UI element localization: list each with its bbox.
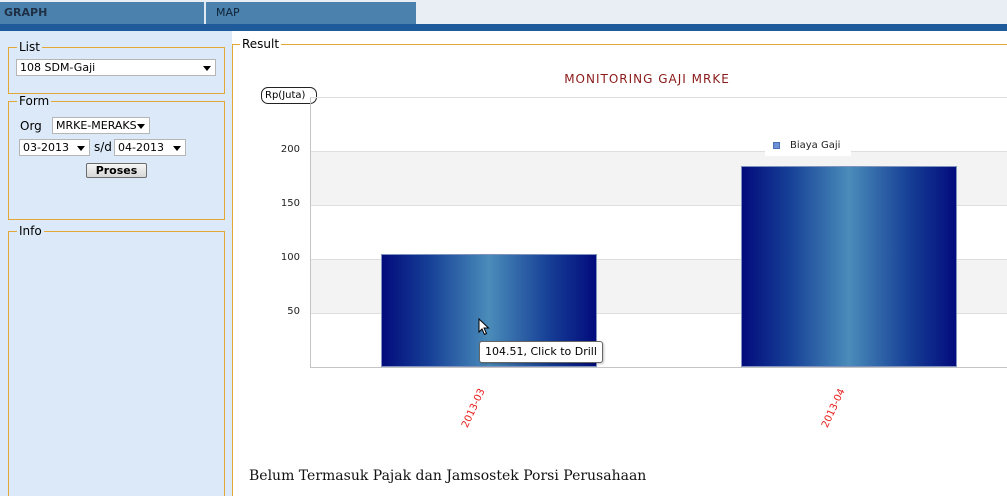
form-legend: Form xyxy=(19,94,50,108)
tab-underline-bar xyxy=(0,24,1007,31)
y-tick-label: 100 xyxy=(280,252,300,263)
proses-button[interactable]: Proses xyxy=(86,163,147,178)
tab-bar: GRAPH MAP xyxy=(0,0,1007,24)
period-separator-label: s/d xyxy=(94,140,112,154)
list-group: List xyxy=(8,40,225,94)
y-tick-label: 50 xyxy=(287,306,300,317)
y-gridline xyxy=(310,97,1007,98)
tab-graph[interactable]: GRAPH xyxy=(0,2,204,24)
list-select-value: 108 SDM-Gaji xyxy=(20,61,96,74)
left-panel: List 108 SDM-Gaji Form Org MRKE-MERAKS 0… xyxy=(0,31,232,496)
tab-divider xyxy=(204,2,206,24)
info-legend: Info xyxy=(19,224,42,238)
legend-swatch xyxy=(773,142,780,149)
list-legend: List xyxy=(19,40,40,54)
y-axis-unit-label: Rp(Juta) xyxy=(261,87,317,104)
y-gridline xyxy=(310,205,1007,206)
mouse-pointer-icon xyxy=(478,318,490,336)
chevron-down-icon xyxy=(77,146,85,151)
chart-bar xyxy=(741,166,957,367)
y-gridline xyxy=(310,259,1007,260)
period-from-value: 03-2013 xyxy=(23,141,69,154)
form-group: Form xyxy=(8,94,225,220)
y-tick-label: 200 xyxy=(280,144,300,155)
x-axis-line xyxy=(310,367,1007,368)
period-to-select[interactable]: 04-2013 xyxy=(114,139,186,156)
bar-tooltip: 104.51, Click to Drill xyxy=(479,341,603,363)
y-tick-label: 150 xyxy=(280,198,300,209)
period-from-select[interactable]: 03-2013 xyxy=(19,139,90,156)
chevron-down-icon xyxy=(137,124,145,129)
info-group: Info xyxy=(8,224,225,496)
chevron-down-icon xyxy=(173,146,181,151)
list-select[interactable]: 108 SDM-Gaji xyxy=(16,59,216,76)
org-select[interactable]: MRKE-MERAKS xyxy=(52,117,150,134)
y-gridline xyxy=(310,313,1007,314)
chevron-down-icon xyxy=(203,66,211,71)
org-label: Org xyxy=(20,119,42,133)
y-gridline xyxy=(310,151,1007,152)
org-select-value: MRKE-MERAKS xyxy=(56,119,137,132)
result-group: Result xyxy=(232,37,1007,496)
result-legend: Result xyxy=(242,37,280,51)
footnote-text: Belum Termasuk Pajak dan Jamsostek Porsi… xyxy=(249,468,647,484)
legend-label: Biaya Gaji xyxy=(790,140,841,151)
chart-title: MONITORING GAJI MRKE xyxy=(564,72,730,86)
chart-legend: Biaya Gaji xyxy=(765,136,851,156)
tab-map[interactable]: MAP xyxy=(206,2,416,24)
period-to-value: 04-2013 xyxy=(118,141,164,154)
y-axis-line xyxy=(310,97,311,367)
